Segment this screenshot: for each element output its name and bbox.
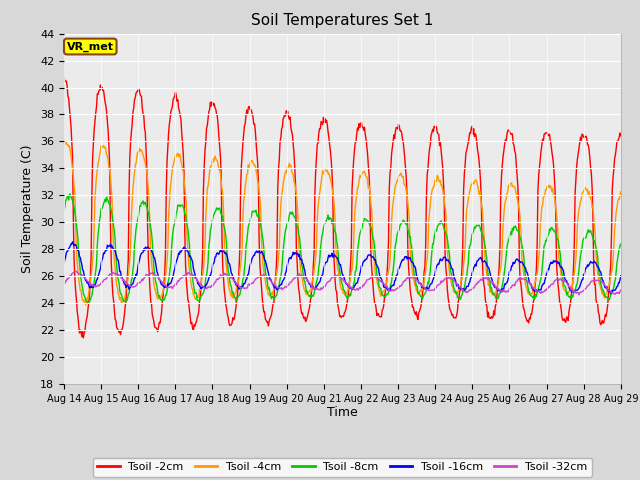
Title: Soil Temperatures Set 1: Soil Temperatures Set 1 xyxy=(252,13,433,28)
Y-axis label: Soil Temperature (C): Soil Temperature (C) xyxy=(22,144,35,273)
Legend: Tsoil -2cm, Tsoil -4cm, Tsoil -8cm, Tsoil -16cm, Tsoil -32cm: Tsoil -2cm, Tsoil -4cm, Tsoil -8cm, Tsoi… xyxy=(93,457,592,477)
Text: VR_met: VR_met xyxy=(67,41,114,52)
X-axis label: Time: Time xyxy=(327,407,358,420)
